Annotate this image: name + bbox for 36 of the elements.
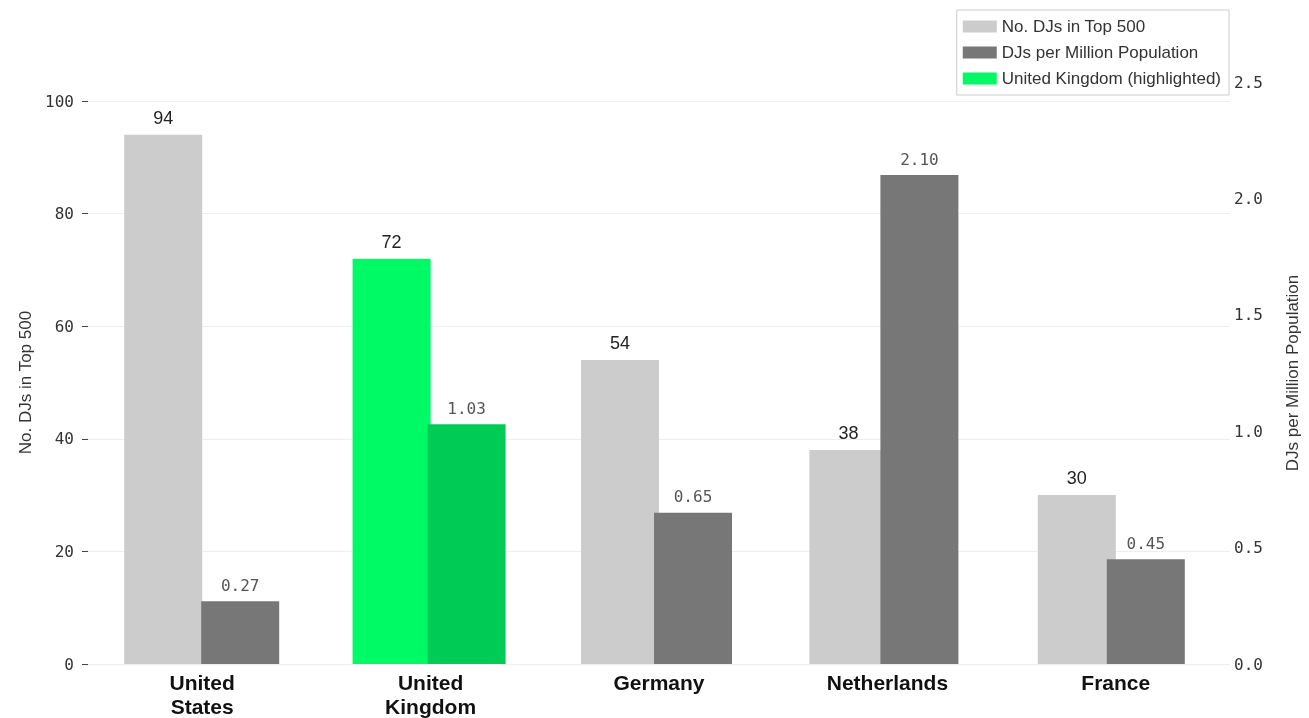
data-label: 30 [1066, 468, 1087, 489]
legend-label: No. DJs in Top 500 [1001, 17, 1146, 36]
y-axis-title: No. DJs in Top 500 [16, 310, 36, 455]
y2-tick-label: 1.5 [1234, 305, 1263, 325]
data-label: 2.10 [900, 149, 939, 169]
y-tick-label: 100 [45, 91, 74, 111]
bar [124, 134, 203, 664]
data-label: 38 [838, 423, 859, 444]
data-label: 72 [381, 231, 402, 252]
data-label: 0.45 [1126, 533, 1166, 553]
legend-label: United Kingdom (highlighted) [1001, 69, 1222, 88]
data-label: 54 [609, 332, 631, 353]
data-label: 0.65 [673, 487, 713, 507]
y2-tick-label: 0.0 [1234, 654, 1263, 674]
y2-tick-label: 0.5 [1234, 538, 1263, 558]
legend-label: DJs per Million Population [1001, 43, 1199, 62]
x-tick-label: France [1081, 670, 1151, 694]
x-tick-label: United States [169, 670, 235, 718]
y2-tick-label: 2.5 [1234, 72, 1263, 92]
bar [880, 175, 959, 664]
data-label: 1.03 [447, 398, 486, 418]
x-tick-label: Netherlands [826, 670, 949, 694]
bar [201, 601, 280, 664]
y-tick-label: 80 [54, 204, 74, 224]
data-label: 94 [153, 107, 174, 128]
y-tick-label: 20 [54, 541, 74, 561]
y2-tick-label: 2.0 [1234, 188, 1263, 208]
y2-tick-label: 1.0 [1234, 421, 1263, 441]
y-tick-label: 60 [54, 316, 74, 336]
data-label: 0.27 [220, 575, 260, 595]
y2-axis-title: DJs per Million Population [1283, 274, 1302, 472]
y-tick-label: 0 [64, 654, 74, 674]
bar [581, 359, 659, 664]
x-tick-label: Germany [613, 670, 705, 694]
x-tick-label: United Kingdom [385, 670, 477, 718]
y-tick-label: 40 [54, 429, 74, 449]
